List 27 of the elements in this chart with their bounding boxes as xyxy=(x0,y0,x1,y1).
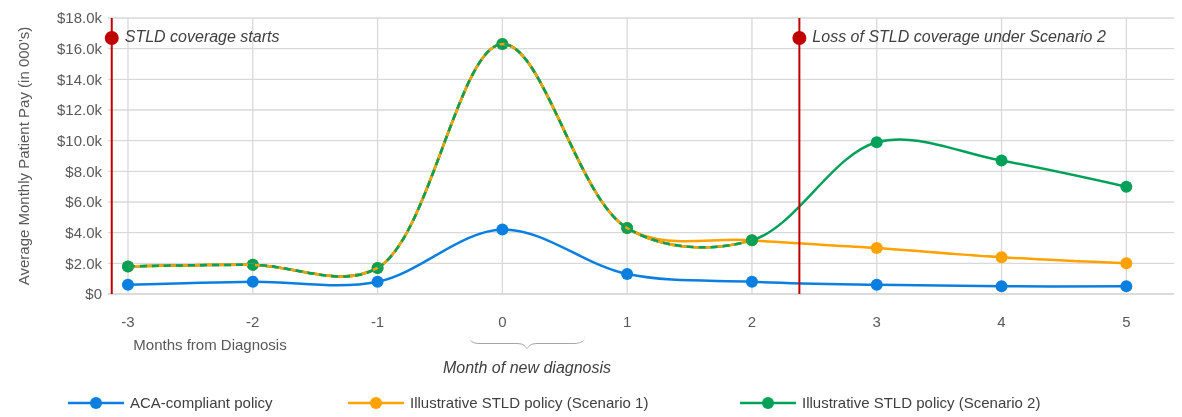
ref-line-label: STLD coverage starts xyxy=(124,27,280,45)
text: Month of new diagnosis xyxy=(442,358,612,376)
x-tick-label: -1 xyxy=(370,313,385,331)
y-tick-label: $12.0k xyxy=(56,101,103,119)
x-tick-label: 2 xyxy=(747,313,757,331)
x-tick-label: 3 xyxy=(872,313,881,331)
ref-line-label: Loss of STLD coverage under Scenario 2 xyxy=(812,27,1106,45)
y-tick-label: $10.0k xyxy=(56,131,103,149)
y-tick-label: $2.0k xyxy=(65,254,103,272)
x-tick-label: 0 xyxy=(498,313,507,331)
y-tick-label: $8.0k xyxy=(65,162,103,180)
x-axis-title: Months from Diagnosis xyxy=(133,336,287,354)
y-tick-label: $18.0k xyxy=(56,9,103,27)
legend-label: Illustrative STLD policy (Scenario 2) xyxy=(802,394,1041,412)
y-tick-label: $4.0k xyxy=(65,223,103,241)
x-tick-label: 1 xyxy=(622,313,632,331)
y-tick-label: $6.0k xyxy=(65,193,103,211)
y-tick-label: $14.0k xyxy=(56,70,103,88)
x-tick-label: -2 xyxy=(246,313,260,331)
y-tick-label: $16.0k xyxy=(56,39,103,57)
x-tick-label: -3 xyxy=(121,313,135,331)
x-tick-label: 5 xyxy=(1122,313,1131,331)
x-tick-label: 4 xyxy=(997,313,1006,331)
y-axis-title: Average Monthly Patient Pay (in 000's) xyxy=(15,26,33,286)
legend-label: Illustrative STLD policy (Scenario 1) xyxy=(410,394,649,412)
legend-label: ACA-compliant policy xyxy=(130,394,274,412)
y-tick-label: $0 xyxy=(85,285,102,303)
